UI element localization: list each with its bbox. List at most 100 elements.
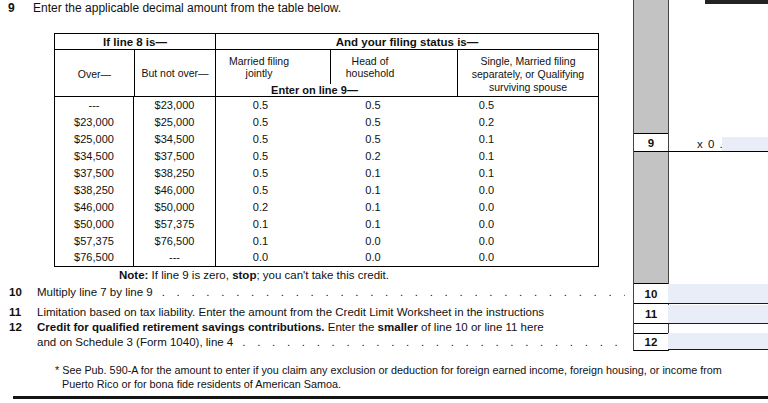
note-text-2: ; you can't take this credit.: [256, 269, 389, 281]
cell-single-value: 0.0: [457, 181, 598, 198]
table-row: $23,000 $25,000 0.5 0.5 0.2: [55, 114, 598, 131]
entry-field-10[interactable]: [668, 284, 768, 304]
line12-mid: Enter the: [325, 321, 378, 333]
line12-row-continued: and on Schedule 3 (Form 1040), line 4 . …: [0, 336, 630, 352]
cell-married-value: 0.2: [216, 198, 331, 215]
cell-over: $46,000: [55, 198, 134, 215]
line12-row: 12 Credit for qualified retirement savin…: [0, 321, 630, 337]
line10-text: Multiply line 7 by line 9: [37, 286, 153, 298]
header-married-filing-jointly: Married filing jointly: [216, 50, 331, 84]
cell-but-not-over: $57,375: [134, 215, 216, 232]
header-filing-status: And your filing status is—: [216, 34, 598, 49]
entry-box-12: 12: [634, 333, 668, 350]
entry-box-9: 9: [634, 133, 668, 152]
cell-head-value: 0.5: [331, 131, 457, 148]
table-row: $34,500 $37,500 0.5 0.2 0.1: [55, 148, 598, 165]
cell-married-value: 0.5: [216, 114, 331, 131]
dot-leaders: . . . . . . . . . . . . . . . . . . . . …: [162, 286, 625, 298]
line10-row: 10 Multiply line 7 by line 9 . . . . . .…: [0, 286, 630, 302]
table-row: $46,000 $50,000 0.2 0.1 0.0: [55, 198, 598, 215]
cell-married-value: 0.5: [216, 131, 331, 148]
cell-head-value: 0.2: [331, 148, 457, 165]
cell-head-value: 0.5: [331, 114, 457, 131]
entry-field-9[interactable]: [722, 137, 768, 151]
header-enter-on-line9: Enter on line 9—: [216, 84, 457, 97]
cell-over: $38,250: [55, 181, 134, 198]
cell-single-value: 0.1: [457, 148, 598, 165]
line12-number: 12: [9, 321, 22, 333]
cell-married-value: 0.5: [216, 165, 331, 182]
header-if-line8: If line 8 is—: [55, 34, 216, 49]
gray-strip-lower: [634, 152, 668, 283]
table-row: $38,250 $46,000 0.5 0.1 0.0: [55, 181, 598, 198]
footnote-line-2: Puerto Rico or for bona fide residents o…: [62, 378, 341, 390]
cell-single-value: 0.0: [457, 198, 598, 215]
header-over: Over—: [55, 50, 135, 97]
note-stop: stop: [232, 269, 256, 281]
cell-over: ---: [55, 97, 134, 114]
line12-rest: of line 10 or line 11 here: [418, 321, 544, 333]
table-header-row1: If line 8 is— And your filing status is—: [55, 34, 598, 50]
cell-but-not-over: $34,500: [134, 131, 216, 148]
line10-number: 10: [9, 286, 22, 298]
cell-single-value: 0.0: [457, 215, 598, 232]
table-row: $37,500 $38,250 0.5 0.1 0.1: [55, 165, 598, 182]
cell-over: $34,500: [55, 148, 134, 165]
cell-head-value: 0.1: [331, 181, 457, 198]
table-row: $25,000 $34,500 0.5 0.5 0.1: [55, 131, 598, 148]
line9-number: 9: [8, 1, 15, 15]
line11-number: 11: [9, 306, 21, 318]
entry-field-11[interactable]: [668, 305, 768, 324]
cell-but-not-over: ---: [134, 249, 216, 266]
cell-single-value: 0.0: [457, 232, 598, 249]
cell-head-value: 0.1: [331, 215, 457, 232]
line12-smaller: smaller: [378, 321, 418, 333]
cell-head-value: 0.0: [331, 249, 457, 266]
prior-line-box-fragment: [705, 0, 768, 4]
table-row: $57,375 $76,500 0.1 0.0 0.0: [55, 232, 598, 249]
cell-married-value: 0.5: [216, 148, 331, 165]
cell-single-value: 0.0: [457, 249, 598, 266]
cell-single-value: 0.5: [457, 97, 598, 114]
header-single-mfs-qss: Single, Married filing separately, or Qu…: [457, 50, 598, 97]
cell-head-value: 0.0: [331, 232, 457, 249]
entry-box-10: 10: [634, 283, 668, 304]
cell-but-not-over: $46,000: [134, 181, 216, 198]
cell-but-not-over: $76,500: [134, 232, 216, 249]
cell-married-value: 0.1: [216, 215, 331, 232]
entry-underline-9: [667, 151, 768, 152]
line12-bold-title: Credit for qualified retirement savings …: [37, 321, 325, 333]
cell-single-value: 0.1: [457, 131, 598, 148]
cell-over: $25,000: [55, 131, 134, 148]
multiplier-label: x 0 .: [697, 138, 724, 150]
cell-married-value: 0.5: [216, 181, 331, 198]
page-bottom-rule: [13, 396, 768, 399]
note-row: Note: If line 9 is zero, stop; you can't…: [119, 269, 389, 281]
line9-instruction: Enter the applicable decimal amount from…: [33, 1, 341, 15]
cell-but-not-over: $25,000: [134, 114, 216, 131]
cell-over: $37,500: [55, 165, 134, 182]
cell-but-not-over: $37,500: [134, 148, 216, 165]
cell-over: $23,000: [55, 114, 134, 131]
entry-field-12[interactable]: [668, 333, 768, 350]
header-but-not-over: But not over—: [135, 50, 216, 97]
cell-head-value: 0.1: [331, 198, 457, 215]
cell-head-value: 0.5: [331, 97, 457, 114]
note-text-1: If line 9 is zero,: [148, 269, 232, 281]
cell-head-value: 0.1: [331, 165, 457, 182]
header-head-of-household: Head of household: [331, 50, 457, 84]
dot-leaders: . . . . . . . . . . . . . . . . . . . . …: [242, 336, 625, 348]
header-status-group: Married filing jointly Head of household…: [216, 50, 598, 97]
cell-married-value: 0.0: [216, 249, 331, 266]
cell-but-not-over: $50,000: [134, 198, 216, 215]
cell-but-not-over: $23,000: [134, 97, 216, 114]
table-row: --- $23,000 0.5 0.5 0.5: [55, 97, 598, 114]
table-row: $50,000 $57,375 0.1 0.1 0.0: [55, 215, 598, 232]
cell-single-value: 0.1: [457, 165, 598, 182]
cell-over: $76,500: [55, 249, 134, 266]
line11-text: Limitation based on tax liability. Enter…: [37, 306, 544, 318]
gray-strip-upper: [634, 0, 668, 133]
form-8880-section: 9 Enter the applicable decimal amount fr…: [0, 0, 768, 403]
cell-over: $50,000: [55, 215, 134, 232]
entry-box-11: 11: [634, 304, 668, 324]
